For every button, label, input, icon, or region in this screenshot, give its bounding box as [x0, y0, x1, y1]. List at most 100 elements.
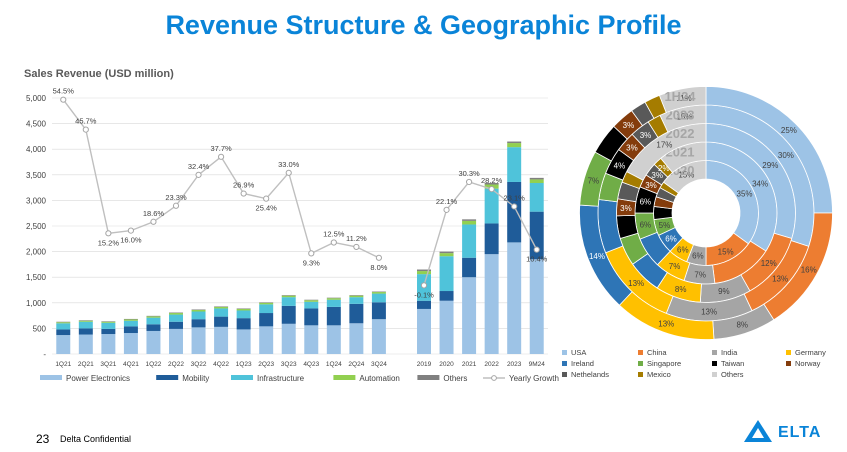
y-tick-label: 4,500: [26, 120, 47, 129]
bar-segment: [529, 259, 544, 354]
slice-label: 6%: [677, 246, 689, 255]
legend-swatch: [562, 372, 567, 377]
bar-segment: [371, 302, 386, 320]
bar-segment: [507, 141, 522, 144]
bar-segment: [169, 314, 183, 322]
legend-swatch: [712, 372, 717, 377]
bar-segment: [191, 309, 206, 310]
growth-point: [195, 171, 202, 178]
growth-point: [263, 195, 270, 202]
bar-segment: [349, 303, 364, 324]
growth-label: 26.9%: [233, 181, 255, 190]
bar-segment: [78, 334, 93, 354]
bar-legend: Power Electronics Mobility Infrastructure A…: [40, 374, 559, 383]
bar-segment: [123, 318, 138, 320]
legend-swatch: [40, 375, 62, 380]
slice-label: 2%: [658, 164, 670, 173]
bar-segment: [439, 251, 454, 254]
bar-segment: [462, 224, 477, 258]
growth-label: 45.7%: [75, 117, 97, 126]
growth-label: 9.3%: [303, 258, 320, 267]
bar-segment: [326, 299, 341, 307]
growth-label: 23.3%: [165, 193, 187, 202]
slice-label: 14%: [589, 252, 605, 261]
bar-segment: [259, 326, 274, 354]
growth-point: [488, 186, 495, 193]
x-tick-label: 1Q24: [326, 361, 342, 368]
bar-segment: [123, 333, 138, 354]
growth-label: 28.2%: [481, 176, 503, 185]
bar-segment: [417, 300, 431, 309]
y-tick-label: 500: [33, 324, 47, 333]
bar-segment: [304, 301, 319, 309]
slice-label: 4%: [614, 161, 626, 170]
slice-label: 3%: [620, 204, 632, 213]
legend-label: China: [647, 348, 667, 357]
slice-label: 13%: [658, 319, 674, 328]
slice-label: 7%: [669, 262, 681, 271]
bar-segment: [462, 219, 477, 221]
legend-label: Automation: [359, 374, 399, 383]
x-tick-label: 3Q21: [100, 361, 116, 368]
slice-label: 12%: [761, 259, 777, 268]
growth-label: 23.1%: [504, 193, 526, 202]
growth-label: 16.0%: [120, 236, 142, 245]
bar-segment: [56, 329, 71, 336]
logo-text: ELTA: [778, 424, 822, 441]
legend-swatch: [156, 375, 179, 380]
y-tick-label: 2,500: [26, 222, 47, 231]
bar-segment: [169, 321, 183, 329]
bar-segment: [326, 298, 341, 300]
bar-segment: [214, 326, 229, 354]
x-tick-label: 2Q21: [78, 361, 94, 368]
slice-label: 29%: [762, 161, 778, 170]
bar-segment: [439, 256, 454, 292]
growth-point: [217, 153, 225, 160]
x-tick-label: 2020: [439, 361, 454, 368]
x-tick-label: 1Q23: [236, 361, 252, 368]
bar-segment: [417, 308, 431, 354]
growth-label: 33.0%: [278, 160, 300, 169]
growth-point: [285, 169, 292, 176]
x-tick-label: 2022: [484, 361, 499, 368]
bar-segment: [326, 325, 341, 354]
bar-segment: [349, 295, 364, 296]
slice-label: 15%: [676, 113, 692, 122]
bar-segment: [214, 308, 229, 317]
y-tick-label: 2,000: [26, 248, 47, 257]
legend-label: Singapore: [647, 359, 681, 368]
legend-label: Yearly Growth: [509, 374, 559, 383]
bar-segment: [78, 320, 93, 321]
slice-label: 3%: [640, 131, 652, 140]
x-tick-label: 3Q22: [191, 361, 207, 368]
growth-point: [308, 250, 315, 257]
slice-label: 3%: [651, 171, 663, 180]
growth-point: [150, 218, 157, 225]
bar-segment: [259, 304, 274, 314]
x-tick-label: 4Q21: [123, 361, 139, 368]
legend-label: Nethelands: [571, 370, 609, 379]
growth-label: 11.2%: [346, 234, 367, 243]
bar-segment: [169, 328, 183, 354]
bar-segment: [417, 271, 431, 275]
bar-segment: [236, 318, 251, 330]
x-tick-label: 9M24: [529, 361, 546, 368]
growth-point: [127, 227, 135, 234]
bar-segment: [123, 319, 138, 321]
bar-segment: [101, 321, 116, 322]
slice-label: 13%: [701, 308, 717, 317]
bar-segment: [462, 220, 477, 225]
slice-label: 16%: [801, 265, 817, 274]
growth-label: 10.4%: [526, 255, 548, 264]
bar-segment: [78, 328, 93, 335]
growth-label: 22.1%: [436, 197, 458, 206]
slice-label: 9%: [718, 287, 730, 296]
x-tick-label: 1Q21: [55, 361, 71, 368]
slice-label: 15%: [718, 248, 734, 257]
donut-legend: USA China India Germany Ireland Singapore Taiw…: [562, 348, 826, 379]
bar-segment: [529, 182, 544, 212]
page-title: Revenue Structure & Geographic Profile: [165, 10, 682, 40]
bar-segment: [371, 319, 386, 354]
growth-label: 54.5%: [53, 87, 75, 96]
bar-segment: [281, 295, 296, 296]
